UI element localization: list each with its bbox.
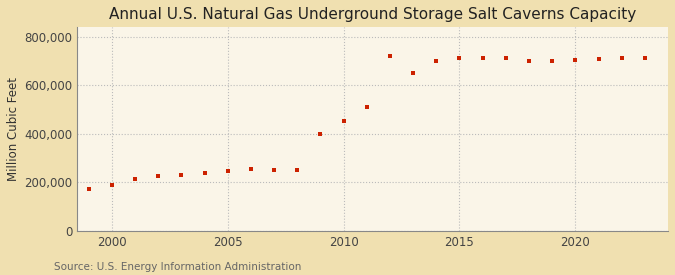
Point [361, 105, 372, 109]
Point [639, 55, 650, 60]
Point [176, 172, 187, 177]
Point [524, 59, 535, 64]
Point [616, 55, 627, 60]
Point [593, 57, 604, 61]
Point [246, 167, 256, 171]
Point [315, 132, 326, 136]
Point [408, 71, 418, 76]
Point [570, 58, 580, 62]
Point [338, 119, 349, 123]
Point [292, 168, 302, 172]
Point [83, 186, 94, 191]
Point [130, 177, 140, 181]
Title: Annual U.S. Natural Gas Underground Storage Salt Caverns Capacity: Annual U.S. Natural Gas Underground Stor… [109, 7, 637, 22]
Point [477, 55, 488, 60]
Point [222, 169, 233, 173]
Text: Source: U.S. Energy Information Administration: Source: U.S. Energy Information Administ… [54, 262, 301, 272]
Point [107, 183, 117, 187]
Point [500, 55, 511, 60]
Y-axis label: Million Cubic Feet: Million Cubic Feet [7, 77, 20, 181]
Point [385, 54, 396, 59]
Point [547, 59, 558, 64]
Point [199, 171, 210, 175]
Point [269, 168, 279, 172]
Point [153, 174, 163, 178]
Point [454, 55, 465, 60]
Point [431, 59, 441, 64]
